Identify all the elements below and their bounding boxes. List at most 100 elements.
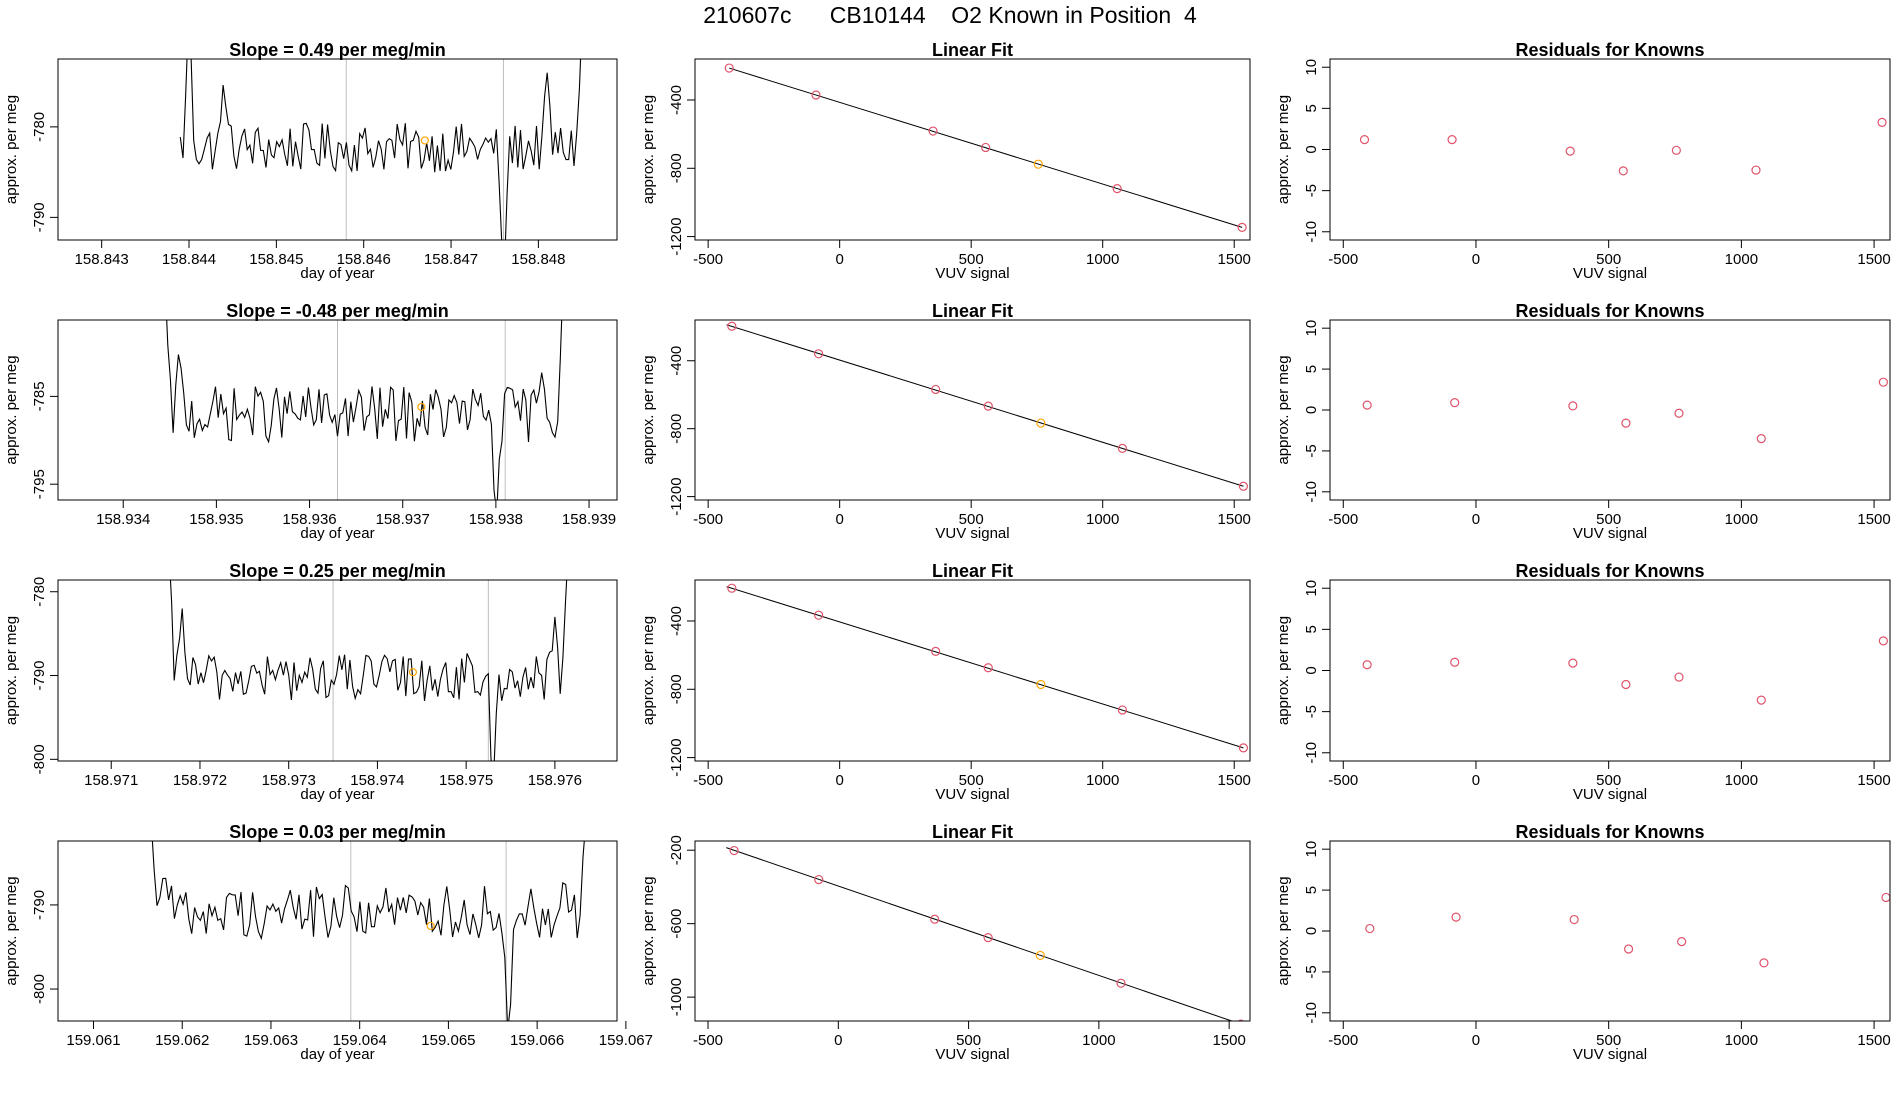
y-axis-label: approx. per meg: [640, 95, 657, 204]
x-tick-label: 1000: [1725, 251, 1758, 268]
data-point: [811, 90, 821, 100]
y-tick-label: -10: [1303, 221, 1320, 243]
data-point: [983, 663, 993, 673]
panel-title: Slope = 0.49 per meg/min: [229, 40, 446, 60]
y-tick-label: 5: [1303, 104, 1320, 112]
y-tick-label: 0: [1303, 666, 1320, 674]
x-tick-label: 1500: [1857, 511, 1890, 528]
x-axis-label: VUV signal: [1573, 1046, 1647, 1063]
data-point: [1671, 145, 1681, 155]
plot-frame: [694, 319, 1251, 501]
plot-frame: [694, 840, 1251, 1022]
x-tick-label: 158.937: [376, 511, 430, 528]
y-tick-label: -780: [31, 112, 48, 142]
x-tick-label: 1500: [1218, 772, 1251, 789]
y-tick-label: 5: [1303, 886, 1320, 894]
y-tick-label: -800: [668, 153, 685, 183]
data-point: [724, 63, 734, 73]
x-tick-label: 500: [959, 511, 984, 528]
x-tick-label: 158.846: [337, 251, 391, 268]
plot-frame: [1329, 58, 1891, 241]
data-point: [1238, 743, 1249, 753]
y-tick-label: -10: [1303, 481, 1320, 503]
y-tick-label: -800: [31, 974, 48, 1004]
x-tick-label: 159.064: [333, 1032, 387, 1049]
y-tick-label: 10: [1303, 580, 1320, 597]
data-point: [1237, 1019, 1245, 1021]
fit-line: [726, 324, 1244, 487]
panel-title: Linear Fit: [932, 822, 1013, 842]
x-tick-label: 158.973: [262, 772, 316, 789]
panel-title: Residuals for Knowns: [1515, 822, 1704, 842]
x-tick-label: 158.934: [96, 511, 150, 528]
y-tick-label: -785: [31, 381, 48, 411]
data-point: [1756, 695, 1766, 705]
x-axis-label: VUV signal: [1573, 265, 1647, 282]
y-tick-label: -5: [1303, 444, 1320, 457]
plot-frame: [1329, 319, 1891, 501]
data-point: [1881, 892, 1890, 903]
panel-residuals-row-2: Residuals for Knowns -500 0 500 1000 1500 10 5 0…: [1275, 301, 1891, 542]
panel-linear_fit-row-4: Linear Fit -500 0 500 1000 1500 -200 -600 -1000 V…: [640, 822, 1251, 1063]
data-point: [931, 646, 941, 656]
x-tick-label: 500: [1596, 511, 1621, 528]
x-tick-label: 159.066: [510, 1032, 564, 1049]
data-point: [1451, 912, 1461, 922]
y-tick-label: -800: [31, 744, 48, 774]
x-tick-label: 158.976: [528, 772, 582, 789]
x-tick-label: 158.935: [189, 511, 243, 528]
x-tick-label: 1000: [1086, 251, 1119, 268]
y-tick-label: -400: [668, 346, 685, 376]
x-tick-label: 0: [1472, 511, 1480, 528]
data-point: [1569, 914, 1579, 925]
x-tick-label: 159.067: [599, 1032, 653, 1049]
x-tick-label: 159.062: [155, 1032, 209, 1049]
plot-area: [1359, 117, 1887, 176]
y-axis-label: approx. per meg: [1275, 355, 1292, 464]
data-point: [1618, 166, 1628, 176]
data-point: [1877, 117, 1887, 127]
data-point: [1035, 950, 1045, 961]
panel-title: Residuals for Knowns: [1515, 301, 1704, 321]
x-tick-label: -500: [693, 511, 723, 528]
data-trace: [169, 580, 568, 761]
x-tick-label: 159.063: [244, 1032, 298, 1049]
x-axis-label: day of year: [300, 265, 374, 282]
plot-frame: [57, 840, 618, 1022]
data-point: [928, 126, 938, 136]
data-point: [1878, 377, 1888, 387]
y-tick-label: -795: [31, 469, 48, 499]
x-tick-label: 500: [1596, 772, 1621, 789]
x-tick-label: 1500: [1857, 251, 1890, 268]
x-tick-label: 1500: [1218, 251, 1251, 268]
y-tick-label: 10: [1303, 59, 1320, 76]
data-point: [1359, 135, 1370, 145]
y-tick-label: -790: [31, 661, 48, 691]
panel-title: Slope = 0.03 per meg/min: [229, 822, 446, 842]
x-tick-label: 1500: [1218, 511, 1251, 528]
x-tick-label: 0: [835, 511, 843, 528]
y-tick-label: 0: [1303, 145, 1320, 153]
data-point: [1756, 434, 1766, 444]
panel-timeseries-row-1: Slope = 0.49 per meg/min 158.843 158.844 15…: [3, 40, 618, 282]
data-trace: [151, 841, 585, 1021]
x-axis-label: VUV signal: [1573, 525, 1647, 542]
plot-frame: [1329, 840, 1891, 1022]
x-tick-label: 158.974: [350, 772, 404, 789]
panel-residuals-row-4: Residuals for Knowns -500 0 500 1000 1500 10 5 0…: [1275, 822, 1891, 1063]
x-tick-label: 1500: [1857, 772, 1890, 789]
x-tick-label: 0: [1472, 772, 1480, 789]
x-tick-label: 500: [959, 251, 984, 268]
panel-timeseries-row-4: Slope = 0.03 per meg/min 159.061 159.062 15…: [3, 822, 653, 1063]
data-point: [1621, 679, 1631, 690]
x-tick-label: 1000: [1086, 772, 1119, 789]
data-point: [814, 349, 824, 359]
plot-area: [151, 841, 585, 1021]
plot-frame: [1329, 579, 1891, 762]
y-tick-label: -1200: [668, 477, 685, 515]
data-point: [1568, 401, 1578, 411]
x-tick-label: 158.972: [173, 772, 227, 789]
data-point: [983, 933, 993, 943]
y-tick-label: -400: [668, 606, 685, 636]
data-point: [1677, 937, 1687, 947]
